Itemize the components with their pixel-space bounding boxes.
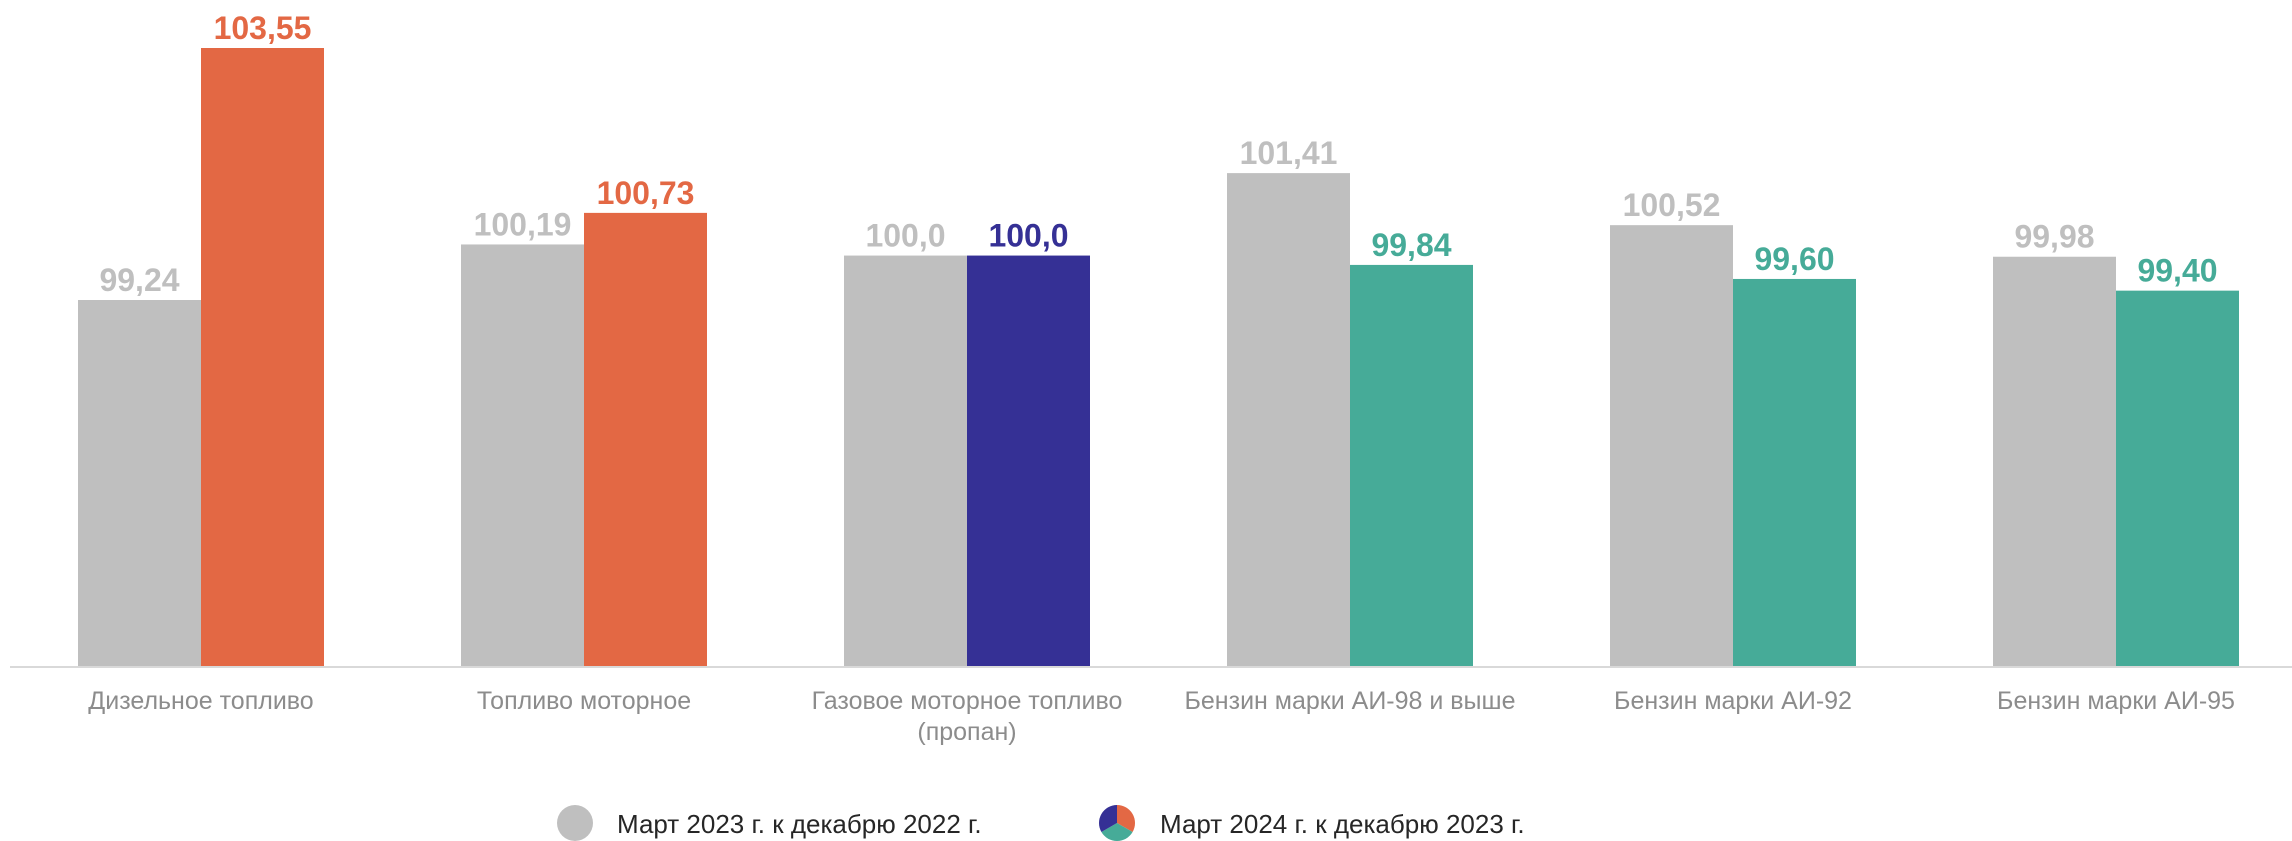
value-label-series2-0: 103,55 (214, 10, 312, 46)
bar-series1-2 (844, 255, 967, 667)
legend-label-series1: Март 2023 г. к декабрю 2022 г. (617, 809, 982, 839)
bar-series2-4 (1733, 278, 1856, 667)
value-label-series2-2: 100,0 (988, 218, 1068, 254)
category-label-2-line1: (пропан) (917, 718, 1016, 746)
category-label-4: Бензин марки АИ-92 (1614, 687, 1852, 715)
legend-wedge-blue (1099, 805, 1117, 832)
value-label-series1-1: 100,19 (474, 206, 572, 242)
bar-series2-3 (1350, 264, 1473, 667)
legend-label-series2: Март 2024 г. к декабрю 2023 г. (1160, 809, 1525, 839)
bar-series1-3 (1227, 173, 1350, 667)
value-label-series2-1: 100,73 (597, 175, 695, 211)
legend-wedge-teal (1101, 823, 1133, 841)
value-label-series1-5: 99,98 (2014, 219, 2094, 255)
category-label-2-line0: Газовое моторное топливо (812, 687, 1123, 715)
bar-series1-0 (78, 300, 201, 667)
legend-marker-series1 (557, 805, 593, 841)
value-label-series1-4: 100,52 (1623, 187, 1721, 223)
value-labels-layer: 99,24 103,55 100,19 100,73 100,0 100,0 101,41 9… (99, 10, 2217, 298)
category-label-1: Топливо моторное (477, 687, 691, 715)
bar-series2-1 (584, 212, 707, 668)
value-label-series1-3: 101,41 (1240, 135, 1338, 171)
value-label-series2-3: 99,84 (1371, 227, 1451, 263)
value-label-series2-4: 99,60 (1754, 241, 1834, 277)
bar-series1-1 (461, 244, 584, 667)
bar-series2-0 (201, 48, 324, 667)
bar-series1-4 (1610, 225, 1733, 667)
category-labels-layer: Дизельное топливо Топливо моторное Газовое… (88, 687, 2235, 746)
bar-series2-5 (2116, 290, 2239, 667)
value-label-series1-2: 100,0 (865, 218, 945, 254)
legend-marker-series2 (1099, 805, 1135, 841)
category-label-5: Бензин марки АИ-95 (1997, 687, 2235, 715)
bar-series2-2 (967, 255, 1090, 667)
category-label-3: Бензин марки АИ-98 и выше (1185, 687, 1516, 715)
bar-series1-5 (1993, 256, 2116, 667)
legend: Март 2023 г. к декабрю 2022 г. Март 2024 … (557, 805, 1525, 841)
value-label-series2-5: 99,40 (2137, 253, 2217, 289)
legend-wedge-orange (1117, 805, 1135, 832)
category-label-0: Дизельное топливо (88, 687, 313, 715)
bars-layer (78, 48, 2239, 668)
value-label-series1-0: 99,24 (99, 262, 179, 298)
